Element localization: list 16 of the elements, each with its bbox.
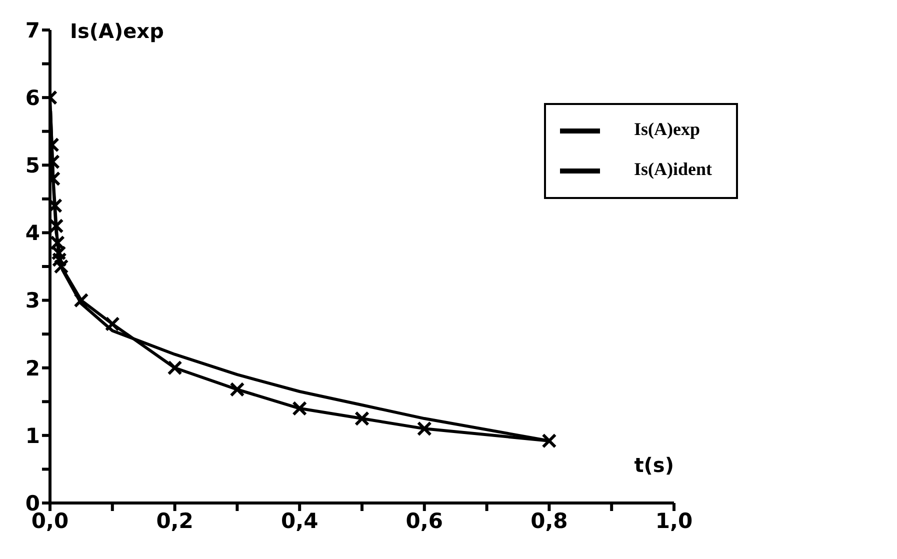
legend-label: Is(A)exp	[634, 119, 700, 140]
x-tick-label: 0,2	[156, 508, 194, 533]
y-tick-label: 6	[25, 86, 40, 110]
x-axis-title: t(s)	[634, 453, 674, 478]
legend-label: Is(A)ident	[634, 159, 712, 180]
y-tick-label: 3	[25, 288, 40, 313]
y-tick-label: 5	[25, 154, 40, 178]
y-axis-title: Is(A)exp	[70, 19, 164, 44]
y-tick-label: 1	[25, 424, 40, 448]
y-tick-label: 2	[25, 356, 40, 380]
x-tick-label: 0,6	[406, 508, 443, 533]
x-tick-label: 0,8	[530, 508, 568, 533]
x-tick-label: 1,0	[655, 508, 693, 533]
y-tick-label: 7	[25, 18, 40, 42]
x-tick-label: 0,4	[280, 508, 318, 533]
y-tick-label: 4	[25, 221, 40, 246]
